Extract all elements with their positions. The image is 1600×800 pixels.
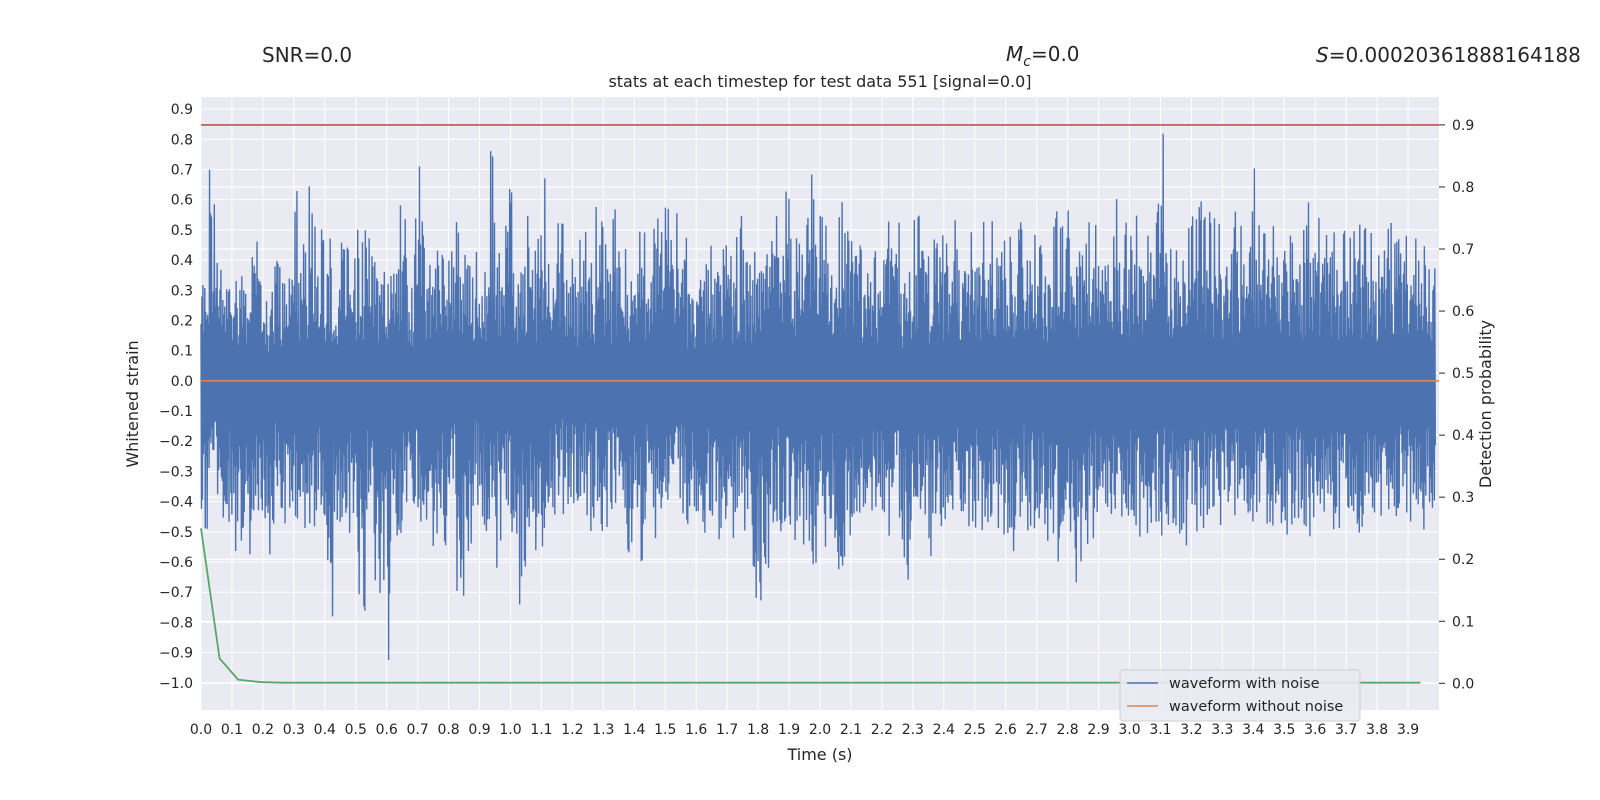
y-left-tick-label: −0.6 bbox=[159, 555, 193, 571]
x-tick-label: 1.1 bbox=[530, 722, 552, 738]
y-right-tick-label: 0.2 bbox=[1452, 552, 1474, 568]
y-right-tick-label: 0.0 bbox=[1452, 676, 1474, 692]
mc-value: =0.0 bbox=[1031, 42, 1080, 66]
y-left-tick-label: 0.8 bbox=[171, 132, 193, 148]
x-tick-label: 3.3 bbox=[1211, 722, 1233, 738]
y-right-tick-label: 0.3 bbox=[1452, 490, 1474, 506]
y-left-tick-labels: 0.9 0.8 0.7 0.6 0.5 0.4 0.3 0.2 0.1 0.0 −0.1 −0.2 −0… bbox=[159, 102, 193, 692]
y-left-tick-label: 0.4 bbox=[171, 253, 193, 269]
y-right-tick-label: 0.1 bbox=[1452, 614, 1474, 630]
y-right-tick-label: 0.4 bbox=[1452, 428, 1474, 444]
y-left-tick-label: 0.7 bbox=[171, 162, 193, 178]
x-tick-label: 3.6 bbox=[1304, 722, 1326, 738]
x-tick-label: 0.1 bbox=[221, 722, 243, 738]
x-tick-label: 2.1 bbox=[840, 722, 862, 738]
x-tick-label: 0.5 bbox=[345, 722, 367, 738]
x-tick-label: 1.5 bbox=[654, 722, 676, 738]
y-left-tick-label: 0.6 bbox=[171, 193, 193, 209]
y-left-tick-label: −0.2 bbox=[159, 434, 193, 450]
x-tick-label: 1.9 bbox=[778, 722, 800, 738]
chart-title: stats at each timestep for test data 551… bbox=[608, 72, 1031, 91]
y-right-axis-label: Detection probability bbox=[1476, 320, 1495, 488]
x-tick-label: 2.7 bbox=[1026, 722, 1048, 738]
x-tick-label: 2.9 bbox=[1087, 722, 1109, 738]
y-right-tick-labels: 0.9 0.8 0.7 0.6 0.5 0.4 0.3 0.2 0.1 0.0 bbox=[1452, 118, 1474, 692]
y-right-tick-label: 0.7 bbox=[1452, 242, 1474, 258]
s-symbol: S bbox=[1316, 43, 1329, 67]
y-right-tick-label: 0.9 bbox=[1452, 118, 1474, 134]
x-tick-label: 2.6 bbox=[995, 722, 1017, 738]
y-left-tick-label: 0.3 bbox=[171, 283, 193, 299]
legend: waveform with noise waveform without noi… bbox=[1119, 669, 1361, 722]
x-tick-label: 1.8 bbox=[747, 722, 769, 738]
x-tick-label: 1.2 bbox=[561, 722, 583, 738]
y-left-tick-label: 0.2 bbox=[171, 313, 193, 329]
x-tick-label: 0.9 bbox=[468, 722, 490, 738]
y-left-tick-label: 0.0 bbox=[171, 374, 193, 390]
y-right-tick-label: 0.6 bbox=[1452, 304, 1474, 320]
x-tick-label: 1.0 bbox=[499, 722, 521, 738]
y-left-tick-label: −0.8 bbox=[159, 615, 193, 631]
x-tick-label: 0.0 bbox=[190, 722, 212, 738]
x-tick-label: 2.5 bbox=[964, 722, 986, 738]
x-tick-label: 1.4 bbox=[623, 722, 645, 738]
y-left-tick-label: −0.1 bbox=[159, 404, 193, 420]
series-line-detection-probability bbox=[200, 528, 1421, 684]
mc-title: Mc=0.0 bbox=[1006, 42, 1080, 70]
y-left-tick-label: −0.9 bbox=[159, 646, 193, 662]
x-tick-label: 3.4 bbox=[1242, 722, 1264, 738]
x-tick-label: 0.4 bbox=[314, 722, 336, 738]
y-right-tick-label: 0.8 bbox=[1452, 180, 1474, 196]
y-left-tick-label: 0.5 bbox=[171, 223, 193, 239]
series-layer bbox=[200, 124, 1439, 684]
x-tick-label: 3.2 bbox=[1180, 722, 1202, 738]
y-left-tick-label: −0.5 bbox=[159, 525, 193, 541]
y-left-tick-label: −0.4 bbox=[159, 495, 193, 511]
x-tick-label: 3.5 bbox=[1273, 722, 1295, 738]
y-left-tick-label: −0.7 bbox=[159, 585, 193, 601]
x-tick-label: 2.3 bbox=[902, 722, 924, 738]
mc-subscript: c bbox=[1023, 54, 1031, 70]
x-tick-label: 3.1 bbox=[1149, 722, 1171, 738]
x-tick-label: 1.7 bbox=[716, 722, 738, 738]
series-line-waveform-with-noise bbox=[200, 133, 1436, 661]
y-left-tick-label: −1.0 bbox=[159, 676, 193, 692]
x-tick-label: 2.8 bbox=[1056, 722, 1078, 738]
x-tick-label: 3.7 bbox=[1335, 722, 1357, 738]
x-tick-label: 2.4 bbox=[933, 722, 955, 738]
s-title: S=0.00020361888164188 bbox=[1316, 43, 1581, 67]
y-left-tick-label: 0.9 bbox=[171, 102, 193, 118]
x-tick-label: 0.3 bbox=[283, 722, 305, 738]
s-value: =0.00020361888164188 bbox=[1329, 43, 1581, 67]
legend-box bbox=[1119, 669, 1361, 722]
x-tick-label: 1.6 bbox=[685, 722, 707, 738]
x-tick-label: 0.8 bbox=[437, 722, 459, 738]
y-left-axis-label: Whitened strain bbox=[123, 340, 142, 467]
x-tick-label: 3.8 bbox=[1366, 722, 1388, 738]
mc-symbol: M bbox=[1006, 42, 1023, 66]
x-tick-label: 1.3 bbox=[592, 722, 614, 738]
x-tick-label: 2.0 bbox=[809, 722, 831, 738]
y-left-tick-label: −0.3 bbox=[159, 464, 193, 480]
x-axis-label: Time (s) bbox=[786, 745, 852, 764]
x-tick-label: 3.0 bbox=[1118, 722, 1140, 738]
y-left-tick-label: 0.1 bbox=[171, 344, 193, 360]
x-tick-labels: 0.0 0.1 0.2 0.3 0.4 0.5 0.6 0.7 0.8 0.9 1.0 1.1 1.2 1… bbox=[190, 722, 1419, 738]
x-tick-label: 0.7 bbox=[407, 722, 429, 738]
x-tick-label: 0.6 bbox=[376, 722, 398, 738]
legend-label-clean: waveform without noise bbox=[1169, 699, 1343, 715]
x-tick-label: 3.9 bbox=[1397, 722, 1419, 738]
snr-title: SNR=0.0 bbox=[262, 43, 352, 67]
x-tick-label: 2.2 bbox=[871, 722, 893, 738]
y-right-tick-label: 0.5 bbox=[1452, 366, 1474, 382]
legend-label-noise: waveform with noise bbox=[1169, 676, 1320, 692]
x-tick-label: 0.2 bbox=[252, 722, 274, 738]
